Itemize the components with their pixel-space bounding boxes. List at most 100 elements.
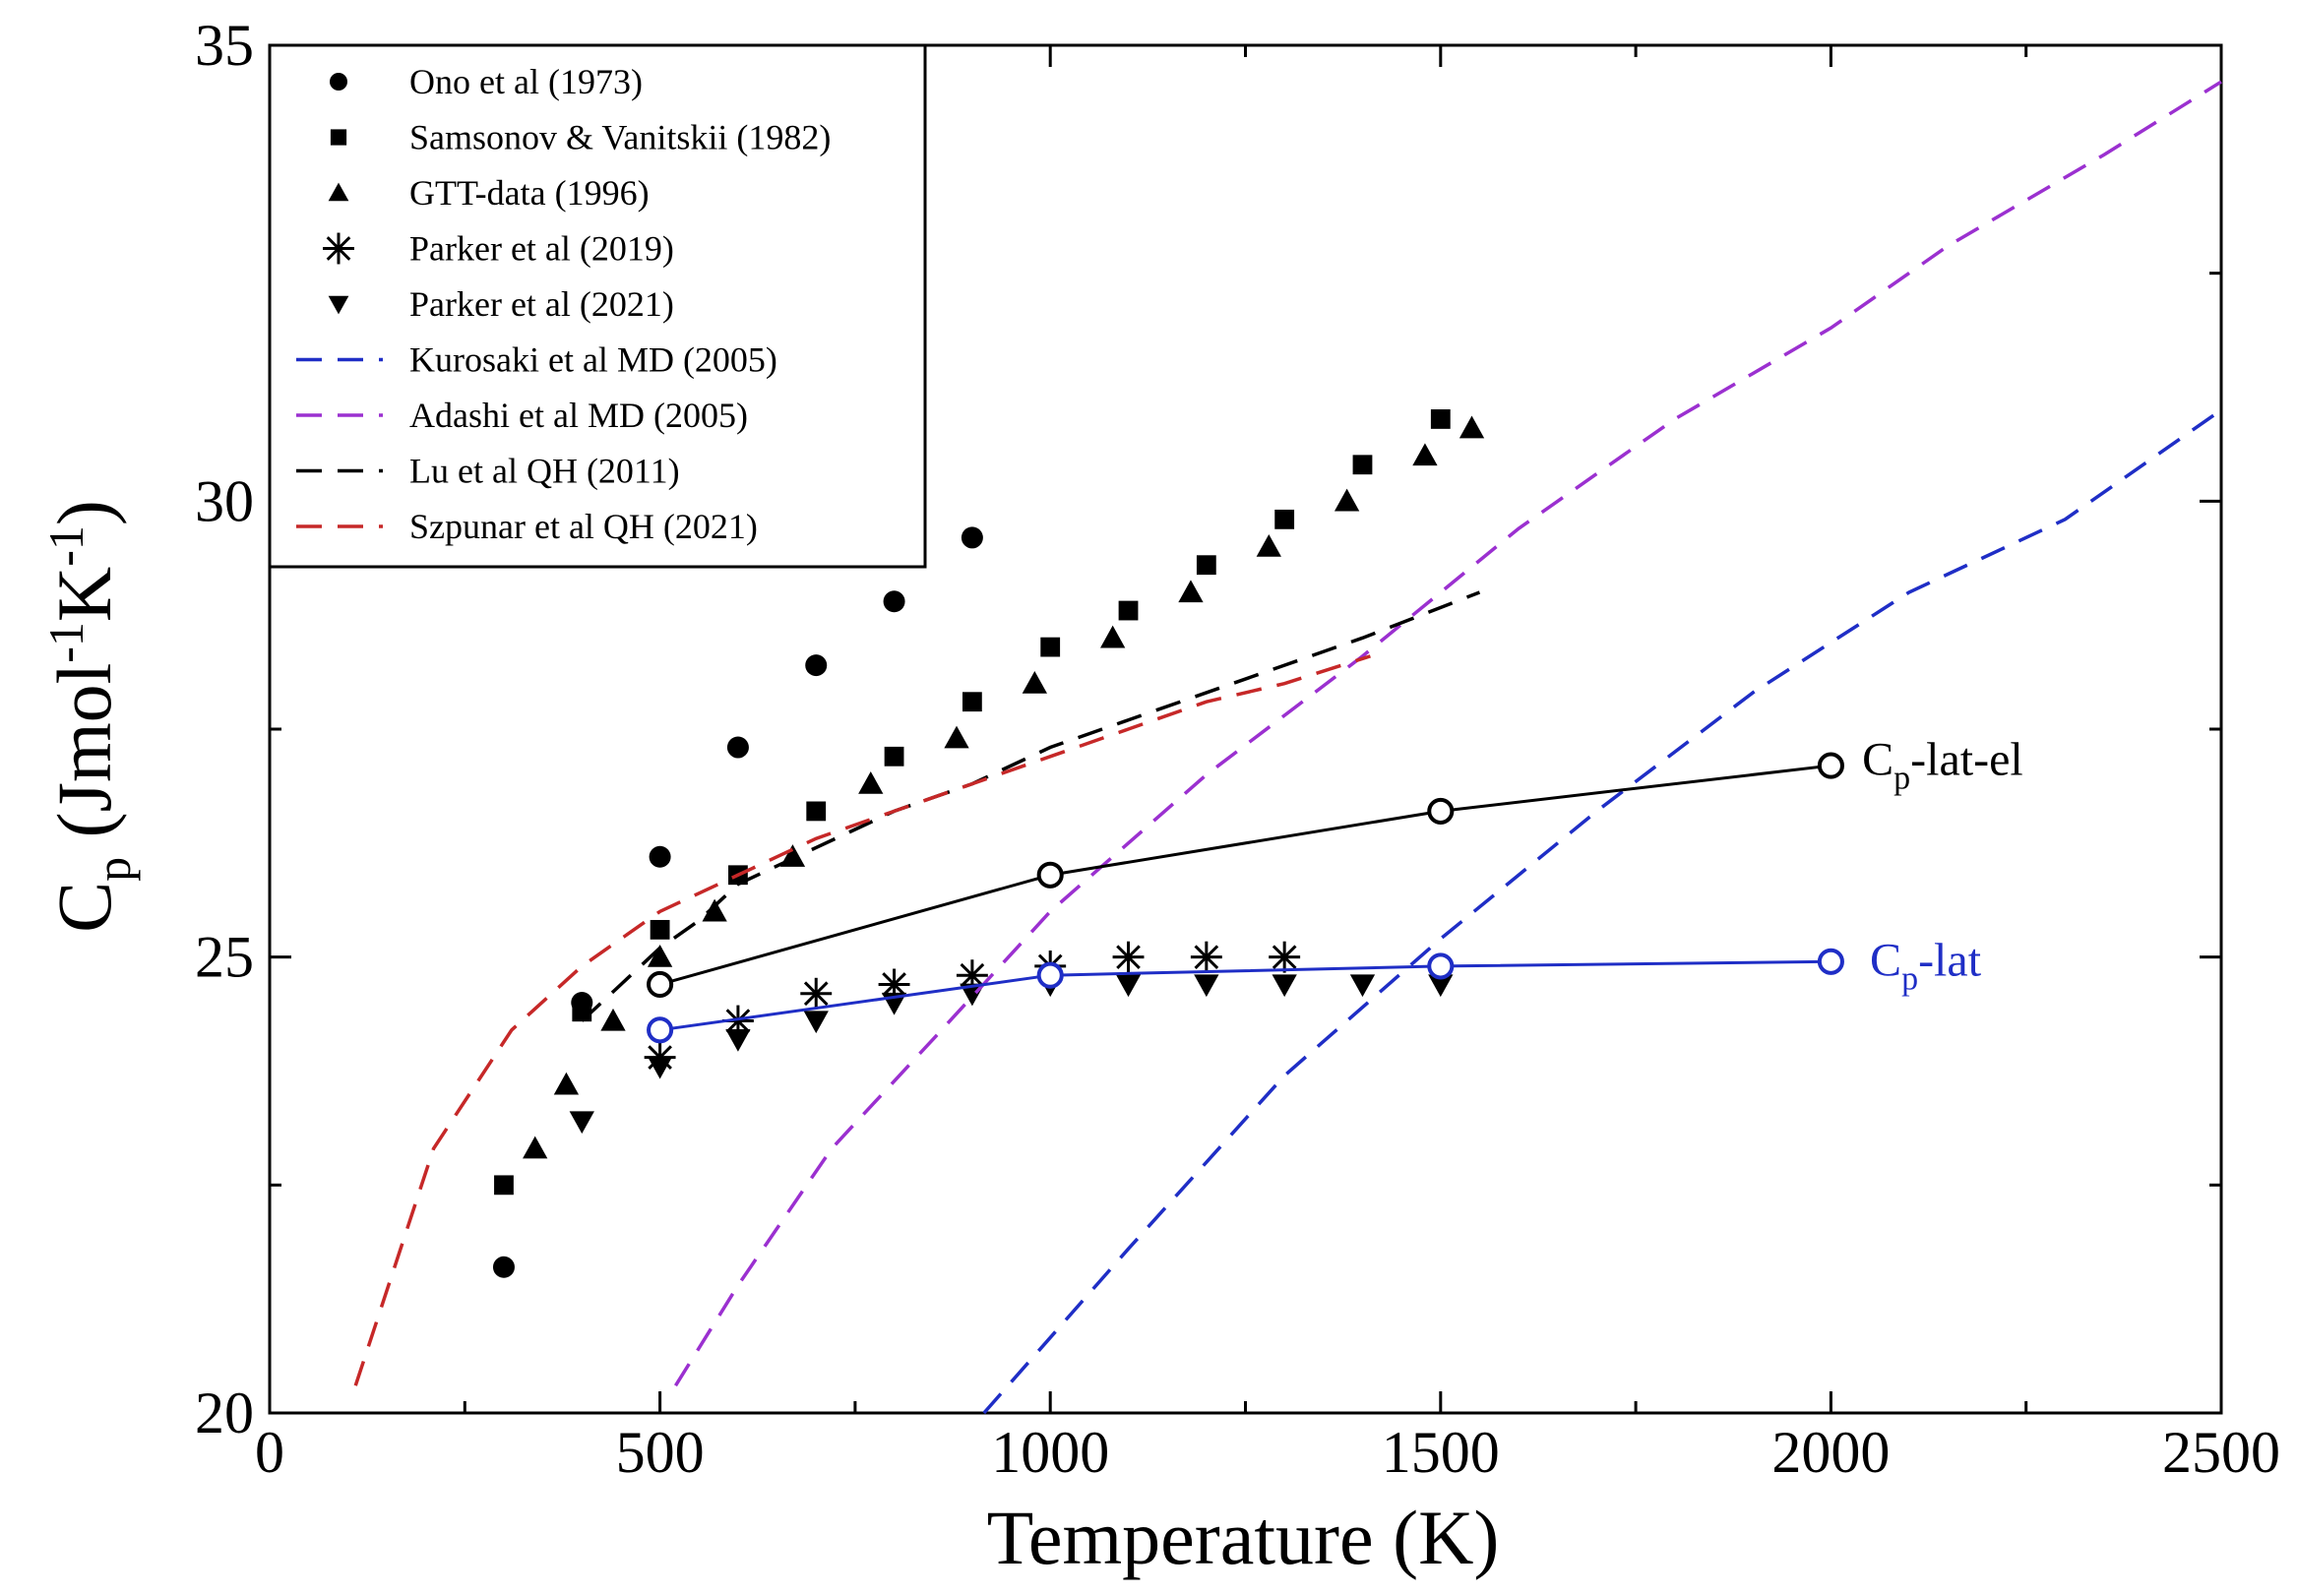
data-point: [523, 1136, 548, 1159]
data-point: [647, 970, 674, 999]
x-tick-label: 1000: [991, 1420, 1109, 1485]
legend-item: Lu et al QH (2011): [296, 452, 680, 491]
asterisk-stroke: [960, 962, 985, 988]
data-point: [1100, 625, 1126, 648]
legend-item: Kurosaki et al MD (2005): [296, 340, 777, 380]
asterisk-stroke: [882, 972, 906, 997]
series-cp-lat: [647, 948, 1844, 1044]
data-point: [1196, 555, 1216, 576]
annotation-sub: p: [1893, 760, 1910, 796]
y-tick-label: 30: [195, 468, 254, 533]
asterisk-stroke: [326, 236, 351, 261]
data-point: [1112, 941, 1145, 973]
x-tick-label: 0: [255, 1420, 284, 1485]
legend-label: Samsonov & Vanitskii (1982): [409, 118, 831, 157]
data-point: [647, 945, 673, 967]
y-axis-title: Cp (Jmol-1K-1): [38, 500, 141, 933]
legend-item: Szpunar et al QH (2021): [296, 507, 758, 546]
data-point: [803, 1011, 829, 1034]
legend-item: Samsonov & Vanitskii (1982): [330, 118, 831, 157]
data-point: [1412, 443, 1438, 466]
legend-label: Parker et al (2021): [409, 284, 674, 324]
data-point: [1334, 488, 1360, 512]
data-point: [649, 845, 671, 868]
legend-marker: [323, 232, 354, 265]
legend-marker: [328, 295, 349, 315]
data-point: [1349, 974, 1376, 998]
annotation-sub: p: [1901, 960, 1918, 997]
data-point: [884, 746, 904, 767]
data-point: [961, 526, 983, 549]
asterisk-stroke: [1116, 945, 1141, 970]
series-line: [659, 764, 1831, 986]
series-line: [659, 959, 1831, 1032]
data-point: [1817, 948, 1844, 975]
y-axis-title-units-mid: K: [41, 567, 127, 622]
series-annotation: Cp-lat: [1870, 934, 1982, 997]
series-line: [673, 80, 2222, 1387]
x-tick-label: 2500: [2162, 1420, 2280, 1485]
series-cp-lat-el: [647, 752, 1844, 999]
data-point: [1256, 534, 1281, 557]
asterisk-stroke: [1272, 945, 1297, 970]
series-szpunar-et-al-qh-2021: [353, 654, 1371, 1386]
asterisk-stroke: [1194, 945, 1219, 970]
legend-box: [268, 43, 927, 569]
data-point: [1118, 600, 1139, 621]
y-axis-title-sub: p: [86, 857, 141, 882]
legend-label: GTT-data (1996): [409, 173, 650, 213]
y-tick-label: 25: [195, 925, 254, 990]
y-tick-label: 20: [195, 1381, 254, 1445]
series-adashi-et-al-md-2005: [673, 80, 2222, 1387]
legend-label: Ono et al (1973): [409, 62, 643, 101]
y-axis-title-close: ): [41, 500, 127, 525]
data-point: [944, 725, 969, 749]
annotation-rest: -lat: [1918, 934, 1982, 986]
y-axis-title-sup1: -1: [38, 622, 93, 663]
series-lu-et-al-qh-2011: [581, 590, 1481, 1022]
data-point: [806, 801, 827, 822]
series-line: [353, 654, 1371, 1386]
series-ono-et-al-1973: [492, 526, 983, 1278]
data-point: [1427, 952, 1455, 980]
data-point: [1036, 861, 1064, 889]
data-point: [1274, 509, 1295, 529]
data-point: [492, 1256, 515, 1278]
svg-text:Cp (Jmol-1K-1): Cp (Jmol-1K-1): [38, 500, 141, 933]
series-parker-et-al-2021: [569, 974, 1454, 1135]
legend-marker: [328, 182, 349, 202]
legend-label: Adashi et al MD (2005): [409, 396, 748, 435]
x-tick-label: 2000: [1771, 1420, 1890, 1485]
x-tick-label: 500: [616, 1420, 705, 1485]
data-point: [1022, 671, 1047, 694]
data-point: [1352, 455, 1373, 475]
legend-item: Parker et al (2019): [323, 229, 674, 269]
axis-ticks: 0 500 1000 1500 2000 2500 20 25 30 35: [195, 13, 2280, 1485]
data-point: [647, 1056, 673, 1079]
data-point: [726, 736, 749, 759]
annotation-main: C: [1870, 934, 1901, 986]
data-point: [1178, 580, 1204, 603]
x-axis-title: Temperature (K): [987, 1495, 1500, 1580]
asterisk-stroke: [803, 981, 829, 1007]
series-gtt-data-1996: [523, 415, 1485, 1159]
data-point: [883, 590, 905, 613]
y-axis-title-sup2: -1: [38, 525, 93, 567]
y-axis-title-units: (Jmol: [41, 663, 127, 857]
legend-label: Kurosaki et al MD (2005): [409, 340, 777, 380]
x-tick-label: 1500: [1382, 1420, 1500, 1485]
data-point: [647, 1016, 674, 1044]
series-line: [982, 408, 2223, 1415]
data-point: [1040, 637, 1061, 657]
data-point: [600, 1008, 626, 1031]
data-point: [1269, 941, 1301, 973]
data-point: [1430, 409, 1451, 429]
legend-item: GTT-data (1996): [328, 173, 650, 213]
y-tick-label: 35: [195, 13, 254, 78]
legend-marker: [330, 129, 347, 146]
legend-item: Adashi et al MD (2005): [296, 396, 748, 435]
series-layer: [353, 80, 2223, 1415]
data-point: [569, 1111, 594, 1135]
